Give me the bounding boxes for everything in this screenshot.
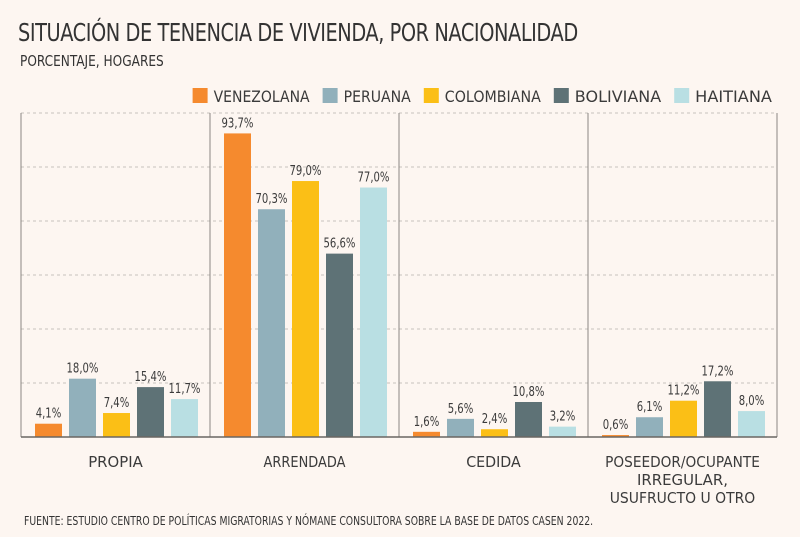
data-label: 8,0%: [739, 394, 765, 409]
bar: [258, 209, 285, 437]
data-label: 79,0%: [290, 164, 322, 179]
data-label: 77,0%: [358, 171, 390, 186]
legend-label: COLOMBIANA: [445, 87, 541, 106]
category-label: USUFRUCTO U OTRO: [610, 489, 756, 507]
legend-label: BOLIVIANA: [575, 87, 661, 106]
data-label: 18,0%: [67, 362, 99, 377]
data-label: 3,2%: [550, 410, 576, 425]
bar: [481, 429, 508, 437]
data-label: 5,6%: [448, 402, 474, 417]
chart-title: SITUACIÓN DE TENENCIA DE VIVIENDA, POR N…: [18, 18, 578, 47]
data-label: 6,1%: [637, 400, 663, 415]
bar: [636, 417, 663, 437]
legend-swatch-peruana: [322, 88, 338, 103]
data-label: 7,4%: [104, 396, 130, 411]
bar: [447, 418, 474, 437]
bar: [413, 431, 440, 437]
data-label: 2,4%: [482, 412, 508, 427]
data-label: 1,6%: [414, 415, 440, 430]
data-label: 4,1%: [36, 407, 62, 422]
bar: [326, 253, 353, 437]
legend-swatch-colombiana: [423, 88, 439, 103]
chart-subtitle: PORCENTAJE, HOGARES: [20, 52, 164, 70]
legend-swatch-boliviana: [553, 88, 569, 103]
category-label: ARRENDADA: [264, 453, 347, 471]
data-label: 56,6%: [324, 237, 356, 252]
bar: [515, 402, 542, 437]
legend-label: VENEZOLANA: [214, 87, 310, 106]
data-label: 93,7%: [222, 116, 254, 131]
data-label: 0,6%: [603, 418, 629, 433]
category-label: IRREGULAR,: [637, 471, 728, 489]
bar: [103, 413, 130, 437]
bar: [602, 435, 629, 437]
bar: [224, 133, 251, 438]
source-note: FUENTE: ESTUDIO CENTRO DE POLÍTICAS MIGR…: [24, 514, 594, 528]
category-label: POSEEDOR/OCUPANTE: [605, 453, 760, 471]
bar: [35, 423, 62, 437]
data-label: 70,3%: [256, 192, 288, 207]
category-label: CEDIDA: [466, 453, 521, 471]
data-label: 17,2%: [702, 364, 734, 379]
bar: [360, 187, 387, 437]
legend-swatch-haitiana: [674, 88, 690, 103]
bar: [670, 400, 697, 437]
bar: [292, 181, 319, 437]
legend-label: PERUANA: [344, 87, 411, 106]
bar: [171, 399, 198, 437]
bar: [69, 378, 96, 437]
data-label: 11,2%: [668, 384, 700, 399]
legend-swatch-venezolana: [192, 88, 208, 103]
data-label: 11,7%: [169, 382, 201, 397]
data-label: 15,4%: [135, 370, 167, 385]
category-label: PROPIA: [88, 453, 143, 471]
legend-label: HAITIANA: [695, 87, 772, 106]
bar: [137, 387, 164, 437]
bar: [549, 426, 576, 437]
bar: [704, 381, 731, 437]
data-label: 10,8%: [513, 385, 545, 400]
bar: [738, 411, 765, 437]
